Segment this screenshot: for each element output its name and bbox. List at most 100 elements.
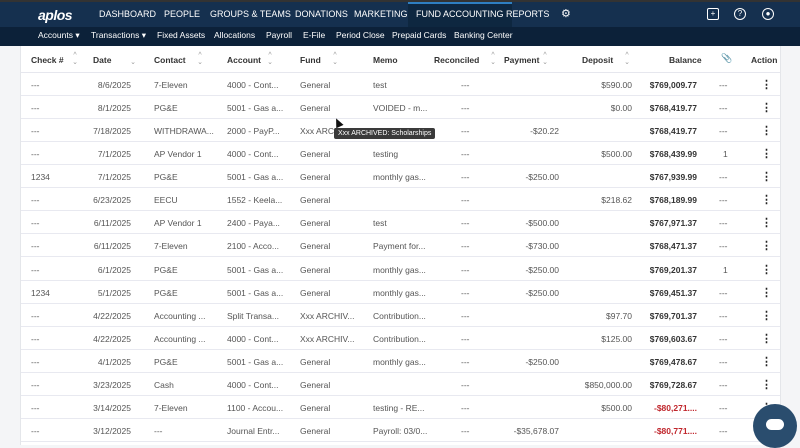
nav-marketing[interactable]: MARKETING	[354, 9, 408, 19]
attachments-cell: ---	[719, 103, 728, 114]
row-action-menu-icon[interactable]: ⋮	[761, 332, 772, 345]
column-header-deposit[interactable]: Deposit	[582, 55, 614, 65]
column-header-memo[interactable]: Memo	[373, 55, 398, 65]
date-cell: 3/14/2025	[93, 402, 131, 413]
balance-cell: $768,471.37	[649, 241, 697, 252]
sort-icon[interactable]: ^ ⌄	[72, 52, 78, 66]
subnav-transactions[interactable]: Transactions ▾	[91, 30, 146, 40]
check-number-cell: ---	[31, 333, 40, 344]
table-row[interactable]: 1234 5/1/2025 PG&E 5001 - Gas a... General mo…	[21, 281, 780, 304]
row-action-menu-icon[interactable]: ⋮	[761, 240, 772, 253]
column-header-check[interactable]: Check #	[31, 55, 64, 65]
attachments-cell: ---	[719, 379, 728, 390]
subnav-e-file[interactable]: E-File	[303, 30, 326, 40]
row-action-menu-icon[interactable]: ⋮	[761, 286, 772, 299]
column-header-fund[interactable]: Fund	[300, 55, 321, 65]
fund-cell: General	[300, 80, 331, 90]
row-action-menu-icon[interactable]: ⋮	[761, 125, 772, 138]
contact-cell: Accounting ...	[154, 333, 206, 344]
column-header-account[interactable]: Account	[227, 55, 261, 65]
sort-icon[interactable]: ^ ⌄	[267, 52, 273, 66]
row-action-menu-icon[interactable]: ⋮	[761, 171, 772, 184]
aplos-logo[interactable]: aplos	[38, 7, 73, 23]
table-row[interactable]: --- 4/22/2025 Accounting ... Split Transa..…	[21, 304, 780, 327]
help-icon[interactable]: ?	[734, 8, 746, 20]
deposit-cell: $125.00	[601, 333, 632, 344]
row-action-menu-icon[interactable]: ⋮	[761, 217, 772, 230]
account-cell: Journal Entr...	[227, 426, 280, 437]
sort-icon[interactable]: ^ ⌄	[490, 52, 496, 66]
contact-cell: 7-Eleven	[154, 402, 188, 413]
table-row[interactable]: 1234 7/1/2025 PG&E 5001 - Gas a... General mo…	[21, 165, 780, 189]
payment-cell: -$500.00	[525, 218, 559, 229]
settings-gear-icon[interactable]: ⚙	[561, 8, 571, 20]
row-action-menu-icon[interactable]: ⋮	[761, 102, 772, 115]
sort-icon[interactable]: ^ ⌄	[197, 52, 203, 66]
account-cell: 5001 - Gas a...	[227, 172, 284, 183]
table-row[interactable]: --- 7/18/2025 WITHDRAWA... 2000 - PayP... Xx…	[21, 119, 780, 143]
column-header-contact[interactable]: Contact	[154, 55, 186, 65]
row-action-menu-icon[interactable]: ⋮	[761, 309, 772, 322]
column-header-payment[interactable]: Payment	[504, 55, 540, 65]
nav-dashboard[interactable]: DASHBOARD	[99, 9, 157, 19]
balance-cell: $769,728.67	[649, 379, 697, 390]
table-row[interactable]: --- 4/22/2025 Accounting ... 4000 - Cont...…	[21, 327, 780, 350]
row-action-menu-icon[interactable]: ⋮	[761, 355, 772, 368]
fund-cell: General	[300, 103, 331, 114]
payment-cell: -$20.22	[530, 126, 559, 137]
nav-people[interactable]: PEOPLE	[164, 9, 201, 19]
table-row[interactable]: --- 6/11/2025 AP Vendor 1 2400 - Paya... Gen…	[21, 211, 780, 235]
table-row[interactable]: --- 3/23/2025 Cash 4000 - Cont... General ---…	[21, 373, 780, 396]
subnav-banking-center[interactable]: Banking Center	[454, 30, 513, 40]
reconciled-cell: ---	[461, 103, 470, 114]
chat-button[interactable]	[753, 404, 797, 448]
fund-cell: General	[300, 241, 331, 252]
subnav-accounts[interactable]: Accounts ▾	[38, 30, 80, 40]
contact-cell: Cash	[154, 379, 174, 390]
subnav-allocations[interactable]: Allocations	[214, 30, 256, 40]
table-row[interactable]: --- 8/1/2025 PG&E 5001 - Gas a... General VOI…	[21, 96, 780, 120]
memo-cell: monthly gas...	[373, 356, 426, 367]
table-row[interactable]: --- 6/1/2025 PG&E 5001 - Gas a... General mon…	[21, 258, 780, 281]
column-header-balance[interactable]: Balance	[669, 55, 702, 65]
reconciled-cell: ---	[461, 426, 470, 437]
row-action-menu-icon[interactable]: ⋮	[761, 378, 772, 391]
sort-icon[interactable]: ^ ⌄	[624, 52, 630, 66]
sort-icon[interactable]: ^ ⌄	[542, 52, 548, 66]
user-account-icon[interactable]: ●	[762, 8, 774, 20]
row-action-menu-icon[interactable]: ⋮	[761, 148, 772, 161]
table-row[interactable]: --- 8/6/2025 7-Eleven 4000 - Cont... General…	[21, 73, 780, 96]
row-action-menu-icon[interactable]: ⋮	[761, 79, 772, 91]
add-icon[interactable]: +	[707, 8, 719, 20]
nav-fund-accounting[interactable]: FUND ACCOUNTING	[408, 2, 512, 27]
sort-icon[interactable]: ^ ⌄	[332, 52, 338, 66]
memo-cell: Contribution...	[373, 310, 426, 321]
column-header-action[interactable]: Action	[751, 55, 778, 65]
date-cell: 8/6/2025	[97, 80, 131, 90]
nav-reports[interactable]: REPORTS	[506, 9, 550, 19]
table-row[interactable]: --- 4/1/2025 PG&E 5001 - Gas a... General mon…	[21, 350, 780, 373]
column-header-reconciled[interactable]: Reconciled	[434, 55, 480, 65]
subnav-prepaid-cards[interactable]: Prepaid Cards	[392, 30, 447, 40]
check-number-cell: ---	[31, 103, 40, 114]
row-action-menu-icon[interactable]: ⋮	[761, 194, 772, 207]
date-cell: 6/23/2025	[93, 195, 131, 206]
column-header-date[interactable]: Date	[93, 55, 112, 65]
nav-donations[interactable]: DONATIONS	[295, 9, 348, 19]
subnav-period-close[interactable]: Period Close	[336, 30, 385, 40]
check-number-cell: ---	[31, 241, 40, 252]
account-cell: 5001 - Gas a...	[227, 287, 284, 298]
row-action-menu-icon[interactable]: ⋮	[761, 263, 772, 276]
date-cell: 7/1/2025	[97, 172, 131, 183]
attachments-cell: ---	[719, 218, 728, 229]
table-row[interactable]: --- 6/11/2025 7-Eleven 2100 - Acco... Genera…	[21, 234, 780, 258]
table-row[interactable]: --- 7/1/2025 AP Vendor 1 4000 - Cont... Gene…	[21, 142, 780, 166]
sort-icon[interactable]: ⌄	[130, 59, 136, 66]
table-row[interactable]: --- 6/23/2025 EECU 1552 - Keela... General --…	[21, 188, 780, 212]
subnav-payroll[interactable]: Payroll	[266, 30, 292, 40]
subnav-fixed-assets[interactable]: Fixed Assets	[157, 30, 206, 40]
date-cell: 8/1/2025	[97, 103, 131, 114]
table-row[interactable]: --- 3/14/2025 7-Eleven 1100 - Accou... Gener…	[21, 396, 780, 419]
nav-groups-teams[interactable]: GROUPS & TEAMS	[210, 9, 291, 19]
table-row[interactable]: --- 3/12/2025 --- Journal Entr... General Pay…	[21, 419, 780, 443]
